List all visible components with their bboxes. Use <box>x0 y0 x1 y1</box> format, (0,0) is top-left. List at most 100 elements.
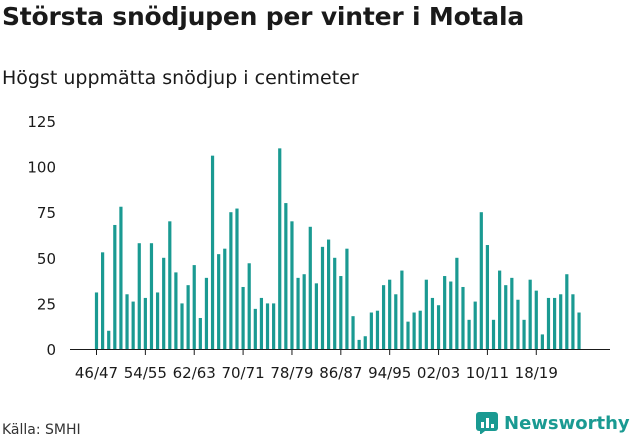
bar <box>473 301 477 349</box>
bar <box>528 279 532 349</box>
bar <box>168 221 172 349</box>
bar <box>406 321 410 349</box>
bar <box>308 226 312 349</box>
bar <box>253 308 257 349</box>
bar <box>333 257 337 349</box>
bar <box>553 297 557 349</box>
bar <box>204 277 209 349</box>
newsworthy-logo-icon <box>476 412 498 434</box>
bar <box>455 257 459 349</box>
x-tick-label: 54/55 <box>124 364 167 382</box>
y-tick-label: 125 <box>27 113 56 131</box>
bar <box>394 294 398 349</box>
bar <box>559 294 563 349</box>
bar <box>119 206 123 349</box>
x-tick-label: 46/47 <box>75 364 118 382</box>
y-tick-label: 75 <box>37 204 56 222</box>
y-tick-label: 50 <box>37 250 56 268</box>
bar <box>498 270 502 349</box>
bar <box>577 312 581 349</box>
bar <box>272 303 276 349</box>
bar <box>174 272 178 349</box>
bar <box>210 155 215 349</box>
bar <box>107 330 111 349</box>
y-tick-label: 100 <box>27 159 56 177</box>
bar <box>357 339 361 349</box>
bar <box>320 246 325 349</box>
bar <box>461 286 465 349</box>
bar <box>381 285 386 349</box>
x-tick-label: 94/95 <box>368 364 411 382</box>
bar <box>400 270 404 349</box>
bar <box>418 310 422 349</box>
bar <box>540 334 544 349</box>
bar <box>198 317 202 349</box>
x-tick-label: 78/79 <box>270 364 313 382</box>
bar <box>345 248 349 349</box>
bar <box>192 265 196 349</box>
bar <box>296 277 300 349</box>
x-tick-label: 02/03 <box>417 364 460 382</box>
bar <box>247 263 251 349</box>
x-tick-label: 70/71 <box>221 364 264 382</box>
x-tick-label: 86/87 <box>319 364 362 382</box>
bar <box>155 292 160 349</box>
bar <box>388 279 392 349</box>
x-tick-label: 62/63 <box>173 364 216 382</box>
bar <box>363 336 367 349</box>
bar <box>162 257 166 349</box>
bar <box>485 245 490 349</box>
bar <box>186 285 190 349</box>
bars <box>94 148 581 349</box>
bar <box>143 297 147 349</box>
bar <box>278 148 282 349</box>
bar <box>265 303 270 349</box>
bar <box>412 312 416 349</box>
bar <box>101 252 105 349</box>
bar <box>137 243 141 349</box>
bar <box>369 312 373 349</box>
y-tick-label: 0 <box>46 341 56 359</box>
bar <box>565 274 569 349</box>
bar <box>217 254 221 349</box>
bar <box>113 224 117 349</box>
bar <box>290 221 294 349</box>
bar <box>284 203 288 349</box>
chart-title: Största snödjupen per vinter i Motala <box>2 2 525 31</box>
bar <box>491 319 496 349</box>
bar <box>131 301 135 349</box>
bar-chart: 0 25 50 75 100 125 46/47 54/55 62/63 70/71 78/79 8… <box>27 113 610 382</box>
brand-logo: Newsworthy <box>476 410 630 436</box>
bar <box>449 281 453 349</box>
bar <box>436 305 441 349</box>
bar <box>430 297 435 349</box>
y-axis: 0 25 50 75 100 125 <box>27 113 56 359</box>
source-note: Källa: SMHI <box>2 422 81 438</box>
bar <box>375 310 380 349</box>
bar <box>149 243 154 349</box>
bar <box>504 285 508 349</box>
x-tick-label: 10/11 <box>466 364 509 382</box>
bar <box>314 283 318 349</box>
bar <box>546 297 551 349</box>
x-axis: 46/47 54/55 62/63 70/71 78/79 86/87 94/95 02/03… <box>70 349 610 382</box>
bar <box>522 319 526 349</box>
bar <box>467 319 471 349</box>
bar <box>94 292 99 349</box>
bar <box>424 279 428 349</box>
bar <box>351 316 355 349</box>
bar <box>339 276 343 349</box>
bar <box>571 294 575 349</box>
brand-name: Newsworthy <box>504 412 630 434</box>
bar <box>229 212 233 349</box>
bar <box>443 276 447 349</box>
chart-subtitle: Högst uppmätta snödjup i centimeter <box>2 67 359 89</box>
bar <box>259 297 264 349</box>
bar <box>516 299 520 349</box>
bar <box>510 277 514 349</box>
bar <box>180 303 184 349</box>
bar <box>125 294 129 349</box>
bar <box>223 248 227 349</box>
bar <box>479 212 483 349</box>
bar <box>302 274 306 349</box>
